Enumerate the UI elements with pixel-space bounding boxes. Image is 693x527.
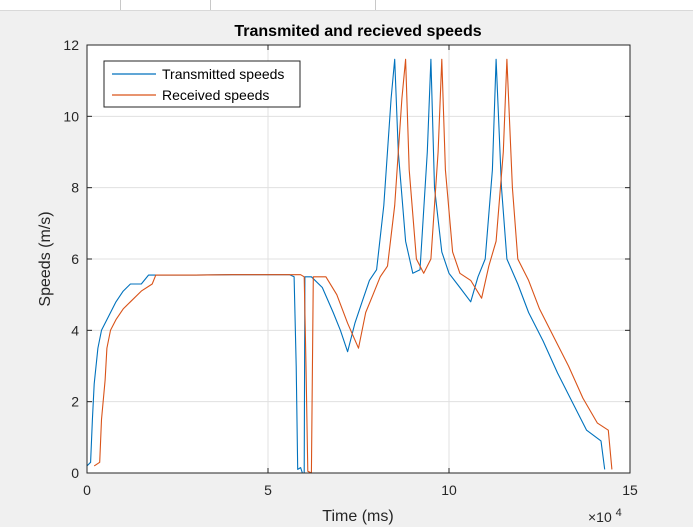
- x-axis-multiplier: ×10: [588, 509, 612, 525]
- x-tick-label: 0: [83, 482, 91, 498]
- x-tick-labels: 0 5 10 15: [83, 482, 638, 498]
- chart-title: Transmited and recieved speeds: [234, 23, 481, 40]
- y-tick-label: 4: [71, 322, 79, 338]
- y-tick-label: 2: [71, 394, 79, 410]
- y-tick-label: 6: [71, 251, 79, 267]
- series-lines: [86, 58, 613, 474]
- y-axis-label: Speeds (m/s): [37, 211, 54, 306]
- y-tick-label: 8: [71, 180, 79, 196]
- x-tick-label: 10: [441, 482, 457, 498]
- x-axis-label: Time (ms): [322, 508, 393, 525]
- legend-label-transmitted: Transmitted speeds: [162, 66, 284, 82]
- x-axis-exponent-value: 4: [616, 507, 622, 519]
- ticks: [86, 44, 631, 474]
- y-tick-label: 0: [71, 465, 79, 481]
- legend: Transmitted speeds Received speeds: [103, 60, 301, 108]
- legend-box: [103, 60, 301, 108]
- toolbar-strip: [0, 0, 693, 11]
- y-tick-label: 12: [63, 37, 79, 53]
- y-tick-labels: 0 2 4 6 8 10 12: [63, 37, 79, 481]
- x-tick-label: 5: [264, 482, 272, 498]
- series-line-transmitted: [86, 58, 606, 474]
- legend-label-received: Received speeds: [162, 87, 269, 103]
- y-tick-label: 10: [63, 108, 79, 124]
- x-tick-label: 15: [622, 482, 638, 498]
- x-axis-exponent: ×10 4: [588, 507, 622, 525]
- series-line-received: [93, 58, 613, 474]
